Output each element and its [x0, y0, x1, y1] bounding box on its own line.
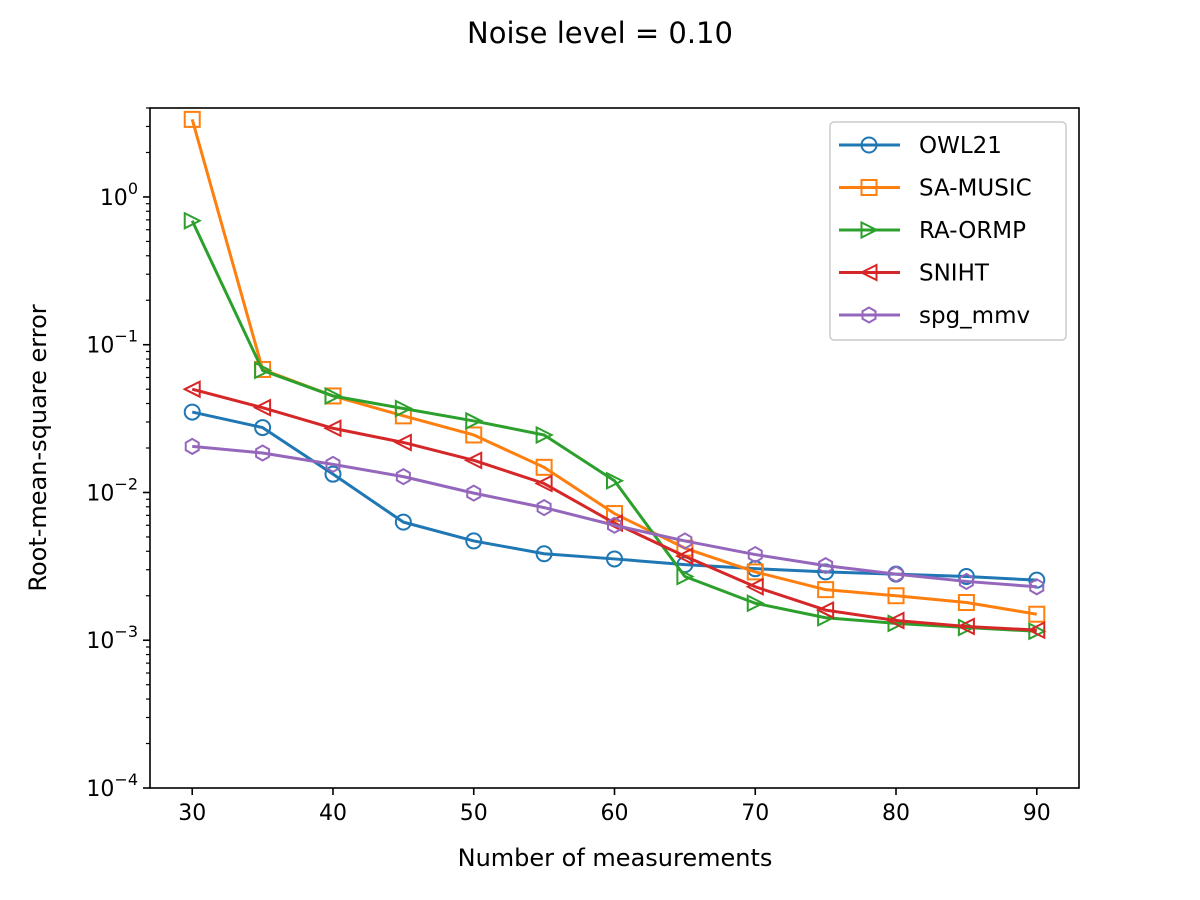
- y-tick-base: 10: [86, 481, 114, 506]
- data-point: [323, 419, 342, 438]
- data-point: [675, 547, 694, 566]
- series-spg-mmv: [184, 437, 1045, 596]
- data-point: [746, 563, 764, 581]
- data-point: [254, 361, 273, 380]
- data-point: [183, 403, 201, 421]
- y-tick-label: 10−4: [86, 770, 138, 802]
- y-tick-exponent: 0: [128, 179, 138, 198]
- y-tick-label: 100: [100, 179, 138, 211]
- data-point: [818, 556, 834, 575]
- data-point: [1028, 571, 1046, 589]
- x-tick-label: 50: [460, 801, 488, 826]
- chart-title: Noise level = 0.10: [467, 16, 733, 50]
- data-point: [464, 451, 483, 470]
- data-point: [465, 426, 483, 444]
- data-point: [184, 437, 200, 456]
- legend-marker: [860, 179, 878, 196]
- y-tick-base: 10: [86, 777, 114, 802]
- data-point: [606, 471, 625, 490]
- data-point: [182, 380, 201, 399]
- data-point: [255, 444, 271, 462]
- data-point: [183, 110, 201, 128]
- x-tick-label: 70: [741, 801, 769, 826]
- data-point: [535, 545, 553, 563]
- y-tick-base: 10: [100, 186, 128, 211]
- data-point: [394, 513, 412, 531]
- data-point: [887, 587, 905, 605]
- legend-marker: [860, 220, 879, 240]
- data-point: [393, 433, 412, 452]
- data-point: [465, 411, 484, 431]
- data-point: [534, 474, 553, 493]
- data-point: [745, 577, 764, 596]
- legend-label: spg_mmv: [919, 303, 1030, 329]
- legend-label: SNIHT: [919, 261, 990, 287]
- y-tick-label: 10−3: [86, 622, 138, 654]
- legend-frame: [829, 121, 1067, 341]
- legend-label: SA-MUSIC: [919, 176, 1032, 202]
- y-tick-label: 10−1: [86, 327, 138, 359]
- data-point: [957, 594, 975, 612]
- data-point: [1029, 578, 1045, 596]
- data-point: [956, 617, 975, 636]
- data-point: [958, 572, 974, 591]
- y-tick-base: 10: [86, 629, 114, 654]
- data-point: [465, 532, 483, 550]
- x-tick-label: 40: [319, 801, 347, 826]
- y-tick-exponent: −4: [114, 770, 138, 789]
- data-point: [395, 467, 411, 486]
- data-point: [677, 532, 693, 550]
- data-point: [324, 386, 343, 406]
- y-tick-exponent: −2: [114, 474, 138, 493]
- data-point: [535, 425, 554, 445]
- y-tick-base: 10: [86, 334, 114, 359]
- y-axis-label: Root-mean-square error: [24, 304, 52, 591]
- data-point: [254, 419, 272, 437]
- legend: OWL21 SA-MUSIC RA-ORMP SNIHT spg_mmv: [829, 121, 1067, 341]
- data-point: [817, 581, 835, 599]
- data-point: [394, 399, 414, 418]
- legend-marker: [859, 263, 878, 282]
- x-tick-label: 90: [1023, 801, 1051, 826]
- x-axis-label: Number of measurements: [458, 844, 773, 872]
- data-point: [1027, 621, 1046, 640]
- data-point: [747, 545, 763, 564]
- legend-label: RA-ORMP: [919, 218, 1026, 244]
- data-point: [252, 398, 272, 417]
- data-point: [1028, 605, 1046, 623]
- legend-label: OWL21: [919, 133, 1002, 159]
- data-point: [536, 498, 552, 517]
- y-tick-exponent: −1: [114, 327, 138, 346]
- data-point: [324, 465, 342, 483]
- data-point: [535, 458, 553, 476]
- data-point: [957, 568, 975, 586]
- legend-marker: [861, 306, 877, 324]
- data-series: [182, 110, 1047, 641]
- y-tick-exponent: −3: [114, 622, 138, 641]
- data-point: [888, 565, 904, 583]
- data-point: [325, 455, 341, 474]
- x-tick-label: 80: [882, 801, 910, 826]
- x-tick-label: 60: [601, 801, 629, 826]
- data-point: [606, 505, 623, 523]
- y-tick-label: 10−2: [86, 474, 138, 506]
- data-point: [604, 514, 623, 533]
- data-point: [183, 211, 202, 230]
- data-point: [815, 600, 835, 620]
- series-sniht: [182, 380, 1046, 640]
- data-point: [606, 550, 623, 568]
- data-point: [466, 484, 482, 502]
- series-line: [191, 387, 1037, 632]
- x-tick-label: 30: [178, 801, 206, 826]
- series-line: [192, 444, 1037, 589]
- legend-marker: [860, 136, 878, 154]
- data-point: [746, 594, 765, 613]
- data-point: [676, 567, 695, 586]
- plot-frame: [149, 107, 1080, 789]
- data-point: [886, 611, 905, 630]
- data-point: [607, 516, 622, 534]
